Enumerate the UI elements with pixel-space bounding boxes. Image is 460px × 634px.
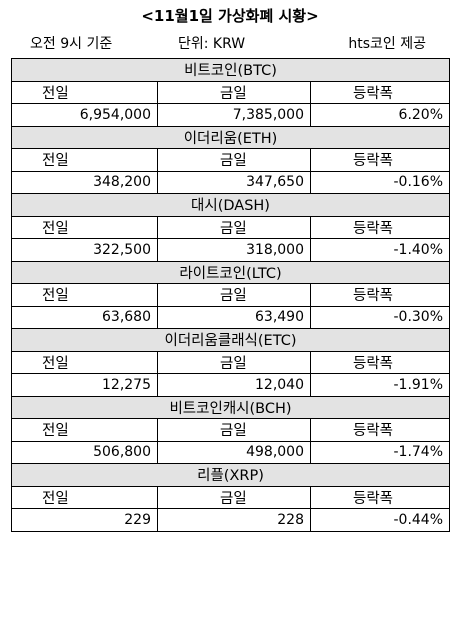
today-header: 금일 — [157, 283, 311, 307]
prev-day-price: 63,680 — [11, 305, 158, 329]
change-header: 등락폭 — [309, 350, 451, 374]
coin-name: 이더리움클래식(ETC) — [10, 328, 451, 352]
price-table: 비트코인(BTC) 전일 금일 등락폭 6,954,000 7,385,000 6.20% 이… — [10, 58, 451, 532]
prev-day-price: 506,800 — [11, 440, 158, 464]
today-price: 63,490 — [157, 305, 311, 329]
today-header: 금일 — [157, 215, 311, 239]
change-rate: 6.20% — [309, 103, 451, 127]
today-header: 금일 — [157, 350, 311, 374]
coin-name-row: 이더리움(ETH) — [10, 125, 451, 149]
table-row: 6,954,000 7,385,000 6.20% — [11, 103, 451, 127]
change-header: 등락폭 — [309, 80, 451, 104]
change-header: 등락폭 — [309, 148, 451, 172]
coin-name: 비트코인(BTC) — [10, 58, 451, 82]
column-header-row: 전일 금일 등락폭 — [11, 80, 451, 104]
change-rate: -0.44% — [309, 508, 451, 532]
coin-name: 비트코인캐시(BCH) — [10, 395, 451, 419]
change-rate: -1.91% — [309, 373, 451, 397]
coin-name-row: 리플(XRP) — [10, 463, 451, 487]
prev-day-price: 322,500 — [11, 238, 158, 262]
prev-day-header: 전일 — [11, 148, 158, 172]
today-header: 금일 — [157, 485, 311, 509]
table-row: 63,680 63,490 -0.30% — [11, 305, 451, 329]
today-price: 347,650 — [157, 170, 311, 194]
prev-day-header: 전일 — [11, 485, 158, 509]
page-title: <11월1일 가상화폐 시황> — [141, 7, 319, 25]
price-table-body: 비트코인(BTC) 전일 금일 등락폭 6,954,000 7,385,000 6.20% 이… — [10, 58, 451, 532]
today-price: 12,040 — [157, 373, 311, 397]
coin-name-row: 이더리움클래식(ETC) — [10, 328, 451, 352]
coin-name: 이더리움(ETH) — [10, 125, 451, 149]
coin-name-row: 라이트코인(LTC) — [10, 260, 451, 284]
column-header-row: 전일 금일 등락폭 — [11, 485, 451, 509]
prev-day-header: 전일 — [11, 80, 158, 104]
change-header: 등락폭 — [309, 485, 451, 509]
change-header: 등락폭 — [309, 215, 451, 239]
column-header-row: 전일 금일 등락폭 — [11, 283, 451, 307]
change-rate: -1.40% — [309, 238, 451, 262]
prev-day-price: 229 — [11, 508, 158, 532]
prev-day-header: 전일 — [11, 350, 158, 374]
today-price: 318,000 — [157, 238, 311, 262]
today-header: 금일 — [157, 80, 311, 104]
prev-day-header: 전일 — [11, 283, 158, 307]
time-basis-label: 오전 9시 기준 — [30, 36, 113, 52]
change-rate: -0.30% — [309, 305, 451, 329]
coin-name-row: 대시(DASH) — [10, 193, 451, 217]
coin-name-row: 비트코인(BTC) — [10, 58, 451, 82]
change-header: 등락폭 — [309, 283, 451, 307]
today-header: 금일 — [157, 418, 311, 442]
prev-day-price: 12,275 — [11, 373, 158, 397]
currency-unit-label: 단위: KRW — [178, 36, 246, 52]
coin-name: 대시(DASH) — [10, 193, 451, 217]
table-row: 322,500 318,000 -1.40% — [11, 238, 451, 262]
column-header-row: 전일 금일 등락폭 — [11, 148, 451, 172]
table-row: 229 228 -0.44% — [11, 508, 451, 532]
coin-name: 리플(XRP) — [10, 463, 451, 487]
prev-day-header: 전일 — [11, 215, 158, 239]
today-price: 498,000 — [157, 440, 311, 464]
coin-name: 라이트코인(LTC) — [10, 260, 451, 284]
change-rate: -0.16% — [309, 170, 451, 194]
column-header-row: 전일 금일 등락폭 — [11, 215, 451, 239]
source-label: hts코인 제공 — [348, 36, 426, 52]
change-rate: -1.74% — [309, 440, 451, 464]
table-row: 506,800 498,000 -1.74% — [11, 440, 451, 464]
today-price: 228 — [157, 508, 311, 532]
coin-name-row: 비트코인캐시(BCH) — [10, 395, 451, 419]
table-row: 348,200 347,650 -0.16% — [11, 170, 451, 194]
prev-day-price: 348,200 — [11, 170, 158, 194]
change-header: 등락폭 — [309, 418, 451, 442]
prev-day-price: 6,954,000 — [11, 103, 158, 127]
column-header-row: 전일 금일 등락폭 — [11, 350, 451, 374]
table-row: 12,275 12,040 -1.91% — [11, 373, 451, 397]
column-header-row: 전일 금일 등락폭 — [11, 418, 451, 442]
prev-day-header: 전일 — [11, 418, 158, 442]
today-price: 7,385,000 — [157, 103, 311, 127]
today-header: 금일 — [157, 148, 311, 172]
